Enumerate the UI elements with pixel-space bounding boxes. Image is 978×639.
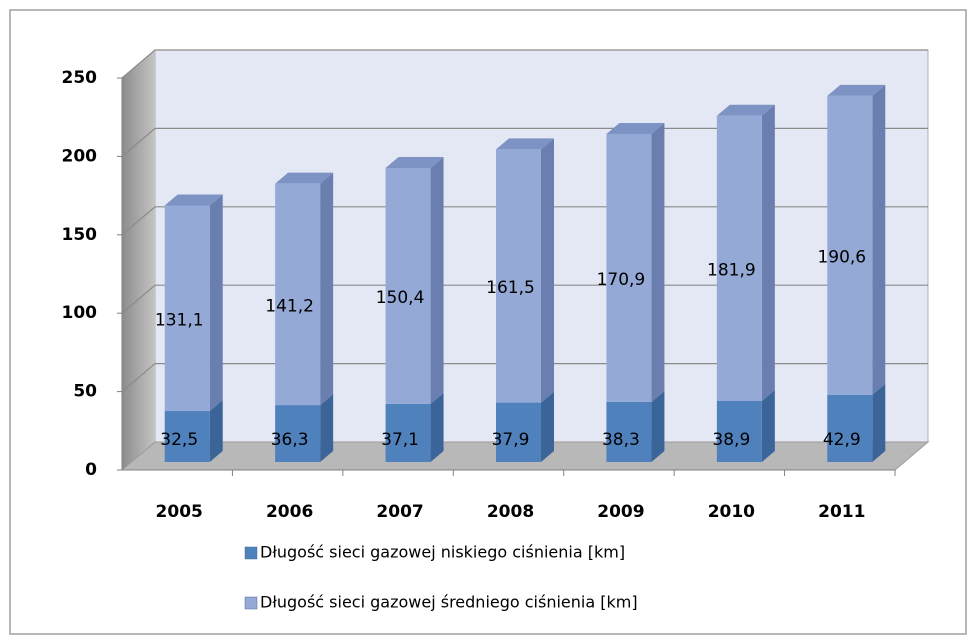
bar-side — [651, 390, 665, 462]
value-label: 141,2 — [265, 296, 314, 316]
bar-side — [430, 157, 444, 404]
bar-top — [385, 157, 444, 168]
bar-side — [320, 172, 334, 406]
value-label: 37,1 — [381, 430, 419, 450]
bar — [496, 402, 541, 462]
bar — [716, 401, 762, 462]
bar-top — [606, 122, 665, 134]
grid-line — [121, 284, 928, 314]
bar-side — [872, 84, 886, 395]
bar — [606, 401, 652, 462]
value-label: 38,9 — [712, 430, 750, 450]
x-tick-label: 2011 — [818, 502, 865, 522]
bar-side — [430, 392, 444, 462]
value-label: 170,9 — [597, 270, 646, 290]
legend-label: Długość sieci gazowej średniego ciśnieni… — [260, 593, 638, 612]
bar-side — [761, 390, 775, 462]
y-tick-label: 250 — [62, 68, 98, 88]
bar — [385, 168, 431, 404]
y-tick-label: 150 — [62, 225, 98, 245]
bar — [606, 133, 652, 402]
bar-top — [827, 84, 886, 96]
bar-top — [496, 138, 554, 150]
bar-side — [872, 383, 886, 462]
legend-swatch — [244, 596, 258, 610]
value-label: 161,5 — [486, 278, 535, 298]
bar-side — [651, 122, 665, 402]
grid-line — [121, 206, 928, 236]
bar-side — [761, 104, 775, 402]
legend-swatch — [244, 546, 258, 560]
y-tick-label: 0 — [85, 460, 97, 480]
grid-line — [121, 363, 928, 393]
value-label: 190,6 — [817, 247, 866, 267]
bar — [275, 405, 321, 462]
bar — [827, 95, 873, 395]
x-tick-label: 2007 — [376, 502, 423, 522]
x-tick-label: 2006 — [266, 502, 313, 522]
value-label: 36,3 — [271, 430, 309, 450]
bar — [275, 183, 321, 406]
bar-top — [716, 104, 775, 116]
y-tick-label: 200 — [62, 146, 98, 166]
bar — [385, 403, 431, 462]
x-tick-label: 2009 — [597, 502, 644, 522]
value-label: 38,3 — [602, 430, 640, 450]
side-wall — [122, 50, 155, 470]
grid-line — [121, 49, 928, 79]
value-label: 37,9 — [492, 430, 530, 450]
bar — [164, 205, 210, 412]
y-tick-label: 50 — [73, 382, 97, 402]
bar-side — [209, 194, 223, 412]
bar-side — [209, 400, 223, 462]
value-label: 150,4 — [376, 288, 425, 308]
bar-side — [541, 138, 554, 403]
bar-side — [541, 391, 554, 462]
legend-label: Długość sieci gazowej niskiego ciśnienia… — [260, 543, 625, 562]
value-label: 32,5 — [160, 430, 198, 450]
bar — [164, 411, 210, 462]
value-label: 131,1 — [155, 310, 204, 330]
bar — [716, 115, 762, 402]
bar-side — [320, 394, 334, 462]
x-tick-label: 2005 — [156, 502, 203, 522]
y-tick-label: 100 — [62, 303, 98, 323]
bar — [496, 149, 541, 403]
x-tick-label: 2010 — [708, 502, 755, 522]
value-label: 42,9 — [823, 430, 861, 450]
bar — [827, 394, 873, 462]
x-tick-label: 2008 — [487, 502, 534, 522]
bar-top — [164, 194, 223, 206]
value-label: 181,9 — [707, 260, 756, 280]
grid-line — [121, 127, 928, 157]
bar-top — [275, 172, 334, 184]
